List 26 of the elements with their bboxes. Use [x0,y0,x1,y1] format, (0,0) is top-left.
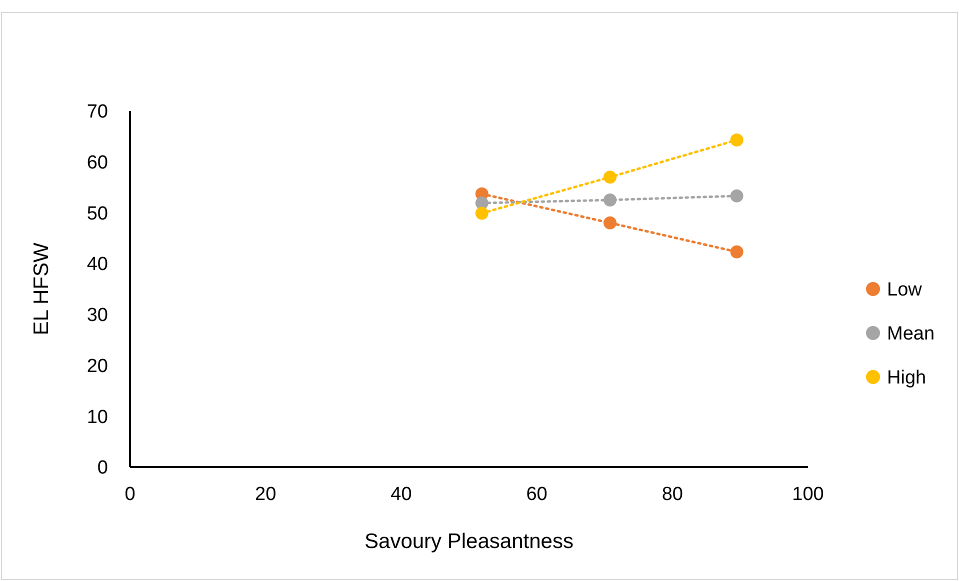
legend-label: Mean [887,324,935,345]
point [604,194,617,206]
point [730,189,744,202]
point [730,133,744,146]
legend-label: High [887,368,926,389]
y-tick-label: 60 [86,152,108,174]
y-tick-label: 10 [86,406,108,428]
point [604,170,617,184]
y-tick-label: 20 [86,356,108,377]
y-tick-label: 50 [86,203,108,224]
y-axis-title: EL HFSW [30,242,53,336]
y-tick-label: 0 [97,458,108,479]
y-tick-label: 30 [86,305,108,326]
x-tick-label: 40 [390,484,412,505]
y-tick-label: 40 [86,254,108,276]
x-tick-label: 20 [255,484,276,505]
x-tick-label: 60 [526,484,548,505]
x-tick-label: 80 [662,484,683,505]
legend-label: Low [887,280,922,301]
point [604,216,617,230]
point [475,206,488,220]
point [730,245,744,258]
y-tick-label: 70 [86,102,108,123]
x-tick-label: 100 [792,484,824,505]
x-tick-label: 0 [124,484,136,505]
x-axis-title: Savoury Pleasantness [364,530,574,553]
